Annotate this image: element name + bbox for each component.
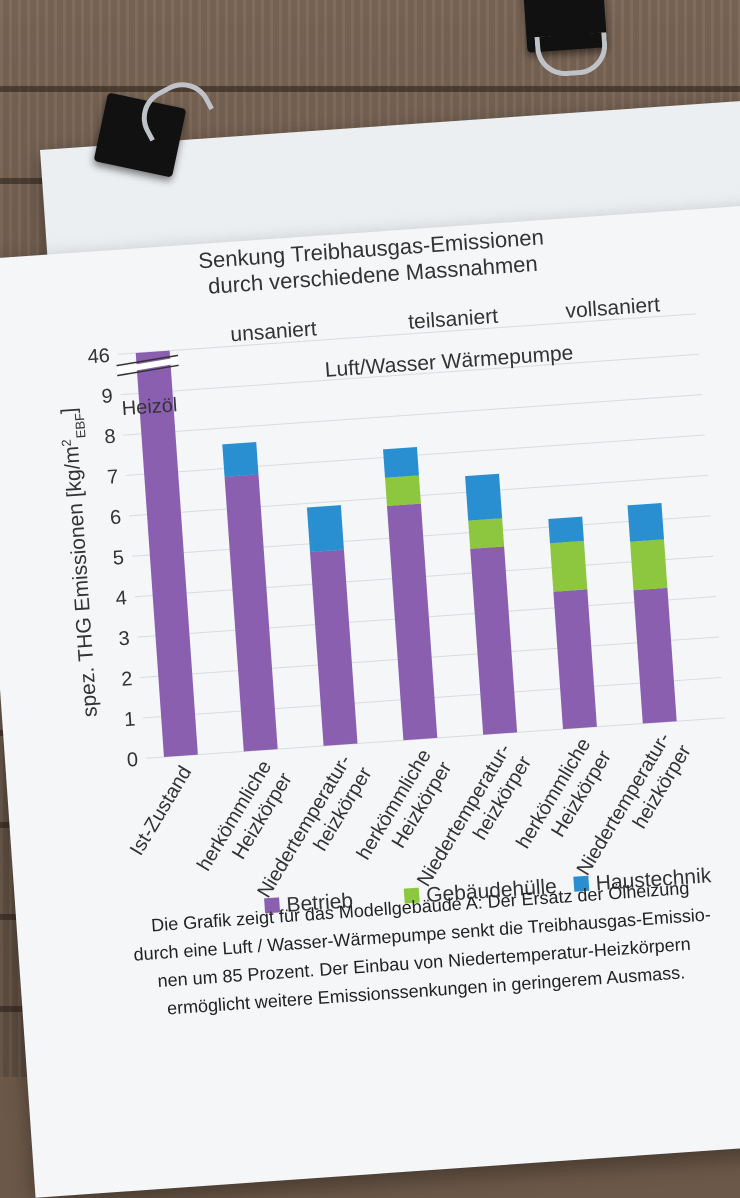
bar-segment-haustechnik: [465, 473, 503, 521]
group-label-vollsaniert: vollsaniert: [565, 293, 661, 323]
gridline: [120, 353, 700, 396]
y-axis-ticks: 0 1 2 3 4 5 6 7 8 9 46: [87, 345, 139, 772]
y-tick-label: 2: [121, 668, 134, 691]
y-axis-label-close: ]: [57, 407, 80, 414]
legend-swatch-betrieb: [264, 897, 281, 914]
bar-segment-gebäudehülle: [630, 539, 668, 591]
group-label-unsaniert: unsaniert: [230, 317, 318, 346]
bar-segment-gebäudehülle: [549, 540, 588, 592]
bar-segment-betrieb: [386, 503, 438, 741]
y-axis-label-sup: 2: [58, 439, 73, 447]
y-axis-label: spez. THG Emissionen [kg/m2EBF]: [56, 407, 108, 718]
y-axis-label-main: spez. THG Emissionen [kg/m: [60, 445, 102, 717]
y-tick-label: 1: [123, 708, 136, 731]
y-tick-label: 5: [112, 547, 125, 570]
gridline: [123, 394, 703, 436]
system-label: Luft/Wasser Wärmepumpe: [324, 342, 574, 382]
bar-segment-haustechnik: [548, 516, 584, 544]
x-category-label: Niedertemperatur-heizkörper: [253, 751, 376, 901]
bar-segment-haustechnik: [383, 447, 419, 478]
bar-segment-gebäudehülle: [468, 518, 505, 549]
y-tick-label: 0: [126, 749, 139, 772]
y-tick-label: 3: [118, 628, 131, 651]
axis-break-line: [116, 354, 179, 367]
x-category-label: Ist-Zustand: [126, 762, 196, 859]
axis-break-mark: [116, 354, 179, 377]
bar-segment-betrieb: [633, 587, 677, 724]
bar-segment-gebäudehülle: [385, 475, 421, 506]
legend-label-betrieb: Betrieb: [286, 889, 354, 917]
bar-series: [135, 350, 677, 758]
axis-break-gap: [116, 357, 179, 374]
y-axis-label-sub: EBF: [71, 412, 88, 438]
bar-segment-betrieb: [135, 350, 198, 758]
bar-segment-betrieb: [310, 549, 358, 746]
baseline-label-heizoel: Heizöl: [121, 394, 178, 420]
emissions-chart: Senkung Treibhausgas-Emissionen durch ve…: [56, 224, 725, 917]
bar-segment-betrieb: [224, 474, 278, 752]
chart-title: Senkung Treibhausgas-Emissionen durch ve…: [198, 224, 545, 298]
bar-segment-betrieb: [553, 589, 597, 730]
legend-swatch-gebäudehülle: [403, 887, 420, 904]
axis-break-line: [117, 364, 179, 377]
x-category-label-line: Ist-Zustand: [126, 762, 196, 859]
gridline: [117, 313, 697, 355]
y-tick-label: 46: [87, 345, 111, 368]
y-tick-label: 4: [115, 587, 128, 610]
group-label-teilsaniert: teilsaniert: [407, 305, 498, 334]
legend: Betrieb Gebäudehülle Haustechnik: [264, 864, 712, 917]
y-tick-label: 6: [109, 506, 122, 529]
y-tick-label: 9: [101, 385, 114, 408]
bar-segment-haustechnik: [306, 505, 344, 552]
y-tick-label: 8: [104, 426, 117, 449]
y-tick-label: 7: [106, 466, 119, 489]
legend-swatch-haustechnik: [573, 875, 590, 892]
bar-segment-haustechnik: [627, 503, 664, 542]
bar-segment-betrieb: [470, 546, 518, 735]
bar-segment-haustechnik: [222, 442, 259, 477]
